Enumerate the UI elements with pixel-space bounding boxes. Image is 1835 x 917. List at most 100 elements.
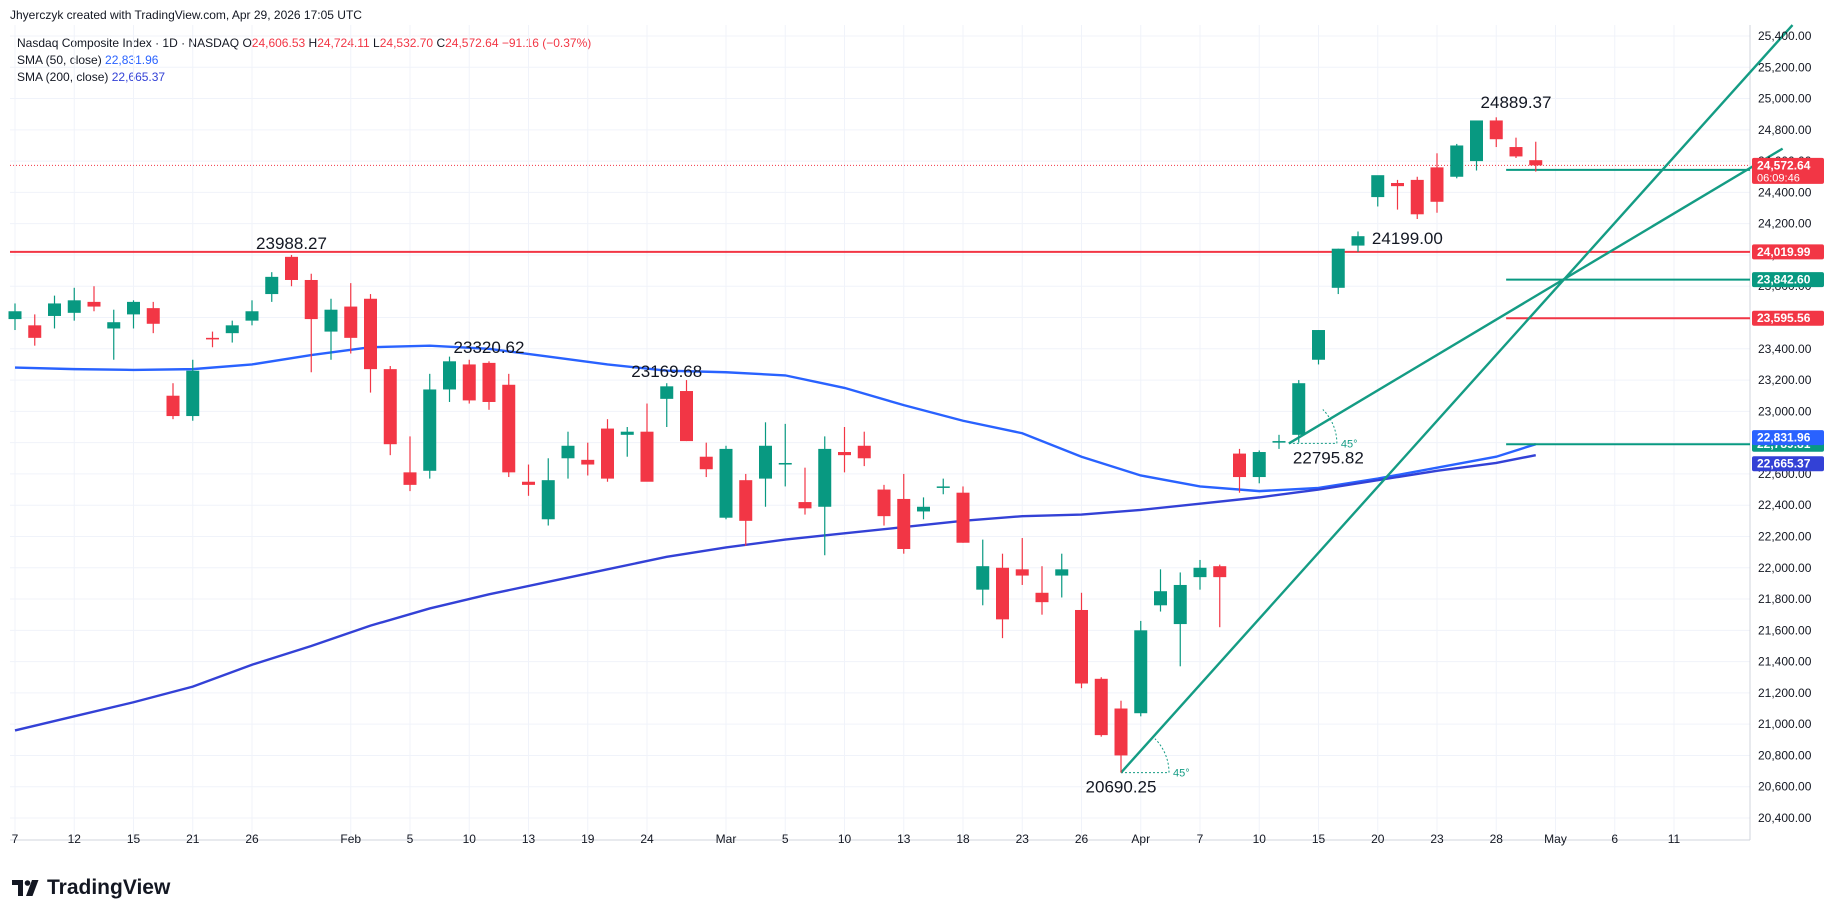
candle-body	[660, 386, 674, 399]
candle-body	[1470, 120, 1483, 162]
candle-body	[818, 448, 832, 507]
candle-body	[1509, 147, 1523, 157]
candle-body	[423, 389, 437, 471]
time-tick-label: May	[1544, 832, 1567, 846]
price-tick-label: 22,000.00	[1758, 561, 1812, 575]
sma50-line	[14, 344, 1537, 493]
chart-credit: Jhyerczyk created with TradingView.com, …	[10, 8, 362, 22]
chart-legend: Nasdaq Composite Index · 1D · NASDAQ O24…	[17, 35, 591, 86]
candle-body	[1094, 678, 1108, 736]
candle-body	[462, 364, 476, 401]
trend-line	[1288, 147, 1784, 445]
price-tick-label: 22,400.00	[1758, 498, 1812, 512]
sma50-row[interactable]: SMA (50, close) 22,831.96	[17, 52, 591, 69]
candle-body	[364, 298, 377, 370]
price-tick-label: 21,600.00	[1758, 623, 1812, 637]
trend-line	[1120, 24, 1794, 774]
candle-body	[877, 489, 891, 517]
candle-body	[1489, 120, 1503, 140]
candle-body	[680, 391, 693, 442]
candle-body	[996, 567, 1009, 620]
time-tick-label: 7	[12, 832, 19, 846]
candle-body	[541, 480, 555, 520]
candle-body	[917, 506, 930, 512]
candle-body	[1312, 330, 1325, 360]
candle-body	[1193, 567, 1207, 578]
tradingview-logo-icon	[12, 880, 39, 896]
price-tick-label: 25,200.00	[1758, 60, 1812, 74]
time-tick-label: 15	[127, 832, 141, 846]
sma200-line	[14, 453, 1536, 732]
candle-body	[1213, 566, 1227, 578]
candle-body	[620, 431, 634, 435]
price-annotation: 24889.37	[1481, 93, 1552, 112]
candle-body	[1331, 248, 1345, 288]
candle-body	[1529, 160, 1543, 166]
candlesticks	[8, 117, 1543, 773]
price-tick-label: 21,000.00	[1758, 717, 1812, 731]
candle-body	[778, 462, 792, 465]
change-value: −91.16 (−0.37%)	[501, 36, 592, 50]
candle-body	[976, 566, 990, 590]
candle-body	[956, 492, 970, 543]
close-label: C	[436, 36, 446, 50]
candle-body	[1292, 383, 1306, 435]
time-tick-label: 26	[1075, 832, 1089, 846]
time-tick-label: 19	[581, 832, 595, 846]
price-tag	[1752, 456, 1824, 472]
symbol-name[interactable]: Nasdaq Composite Index · 1D · NASDAQ	[17, 36, 240, 50]
price-tick-label: 24,800.00	[1758, 123, 1812, 137]
angle-label: 45°	[1173, 768, 1190, 780]
candle-body	[1391, 183, 1404, 187]
candle-body	[146, 308, 160, 324]
price-tick-label: 24,200.00	[1758, 217, 1812, 231]
candle-body	[739, 480, 753, 521]
candle-body	[28, 325, 42, 338]
time-tick-label: 11	[1668, 832, 1681, 846]
time-tick-label: 10	[1253, 832, 1267, 846]
candle-body	[403, 472, 417, 485]
time-axis[interactable]: 7 12 15 21 26 Feb 5 10 13 19 24 Mar 5 10 13 18 23 26 Apr 7 1…	[12, 832, 1681, 846]
candle-body	[1371, 175, 1385, 198]
candle-body	[522, 481, 535, 485]
price-tick-label: 25,000.00	[1758, 92, 1812, 106]
candle-body	[699, 456, 713, 470]
candle-body	[857, 445, 871, 459]
tradingview-brand[interactable]: TradingView	[12, 876, 170, 900]
time-tick-label: 23	[1430, 832, 1444, 846]
candle-body	[640, 431, 654, 482]
time-tick-label: 13	[897, 832, 911, 846]
sma200-row[interactable]: SMA (200, close) 22,665.37	[17, 69, 591, 86]
time-tick-label: 10	[838, 832, 852, 846]
candle-body	[67, 300, 81, 313]
time-tick-label: 18	[956, 832, 970, 846]
candle-body	[897, 498, 911, 549]
price-annotation: 23169.68	[631, 362, 702, 381]
price-annotation: 24199.00	[1372, 229, 1443, 248]
time-tick-label: Feb	[340, 832, 361, 846]
chart-grid	[10, 25, 1751, 841]
time-tick-label: 15	[1312, 832, 1326, 846]
candle-body	[1114, 708, 1128, 756]
time-tick-label: 13	[522, 832, 536, 846]
price-tag-label: 23,842.60	[1757, 273, 1811, 287]
price-annotation: 23320.62	[454, 338, 525, 357]
candle-body	[759, 445, 772, 479]
high-value: 24,724.11	[317, 36, 370, 50]
candle-body	[186, 370, 200, 417]
candle-body	[482, 362, 496, 402]
time-tick-label: 7	[1197, 832, 1204, 846]
high-label: H	[308, 36, 318, 50]
price-tag-label: 24,572.64	[1757, 158, 1811, 172]
price-tick-label: 20,400.00	[1758, 811, 1812, 825]
time-tick-label: 20	[1371, 832, 1385, 846]
candle-body	[1410, 179, 1424, 215]
price-tick-label: 20,800.00	[1758, 748, 1812, 762]
price-tick-label: 21,400.00	[1758, 655, 1812, 669]
price-axis[interactable]: 25,400.0025,200.0025,000.0024,800.0024,6…	[1752, 29, 1824, 825]
candle-body	[1154, 591, 1167, 606]
price-annotations: 23988.27 23320.62 23169.68 20690.25 22795.82…	[256, 93, 1551, 797]
sma50-value: 22,831.96	[105, 53, 159, 67]
candle-body	[166, 395, 180, 417]
